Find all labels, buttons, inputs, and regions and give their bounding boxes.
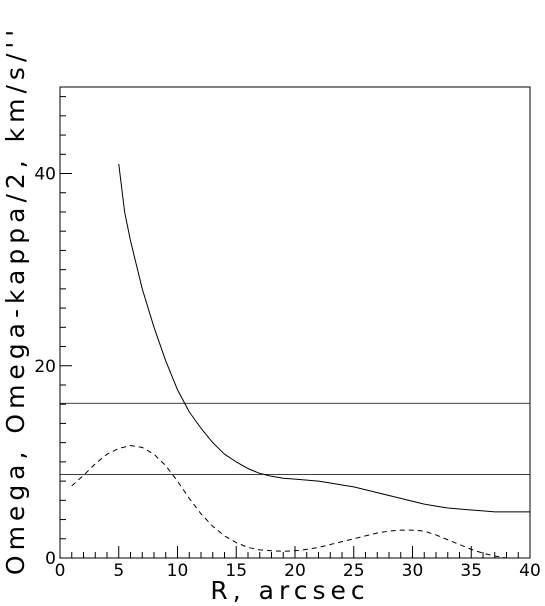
y-tick-label: 20 xyxy=(34,357,56,377)
major-ticks xyxy=(59,173,531,559)
x-tick-label: 35 xyxy=(460,561,482,581)
solid-curve xyxy=(118,163,530,513)
x-tick-label: 0 xyxy=(55,561,66,581)
x-tick-label: 15 xyxy=(225,561,247,581)
x-axis-label: R, arcsec xyxy=(210,576,369,605)
dashed-curve xyxy=(71,445,530,559)
minor-ticks xyxy=(60,96,519,558)
x-tick-label: 30 xyxy=(402,561,424,581)
x-tick-label: 20 xyxy=(284,561,306,581)
x-tick-label: 5 xyxy=(113,561,124,581)
y-tick-label: 0 xyxy=(45,549,56,569)
x-tick-label: 10 xyxy=(167,561,189,581)
x-tick-label: 25 xyxy=(343,561,365,581)
y-axis-label: Omega, Omega-kappa/2, km/s/'' xyxy=(1,25,30,575)
y-tick-label: 40 xyxy=(34,165,56,185)
reference-lines xyxy=(60,402,530,475)
x-tick-label: 40 xyxy=(519,561,541,581)
tick-labels: 0 5 10 15 20 25 30 35 40 0 20 40 xyxy=(34,165,540,581)
series-lines xyxy=(71,163,530,559)
plot-frame xyxy=(59,86,531,559)
